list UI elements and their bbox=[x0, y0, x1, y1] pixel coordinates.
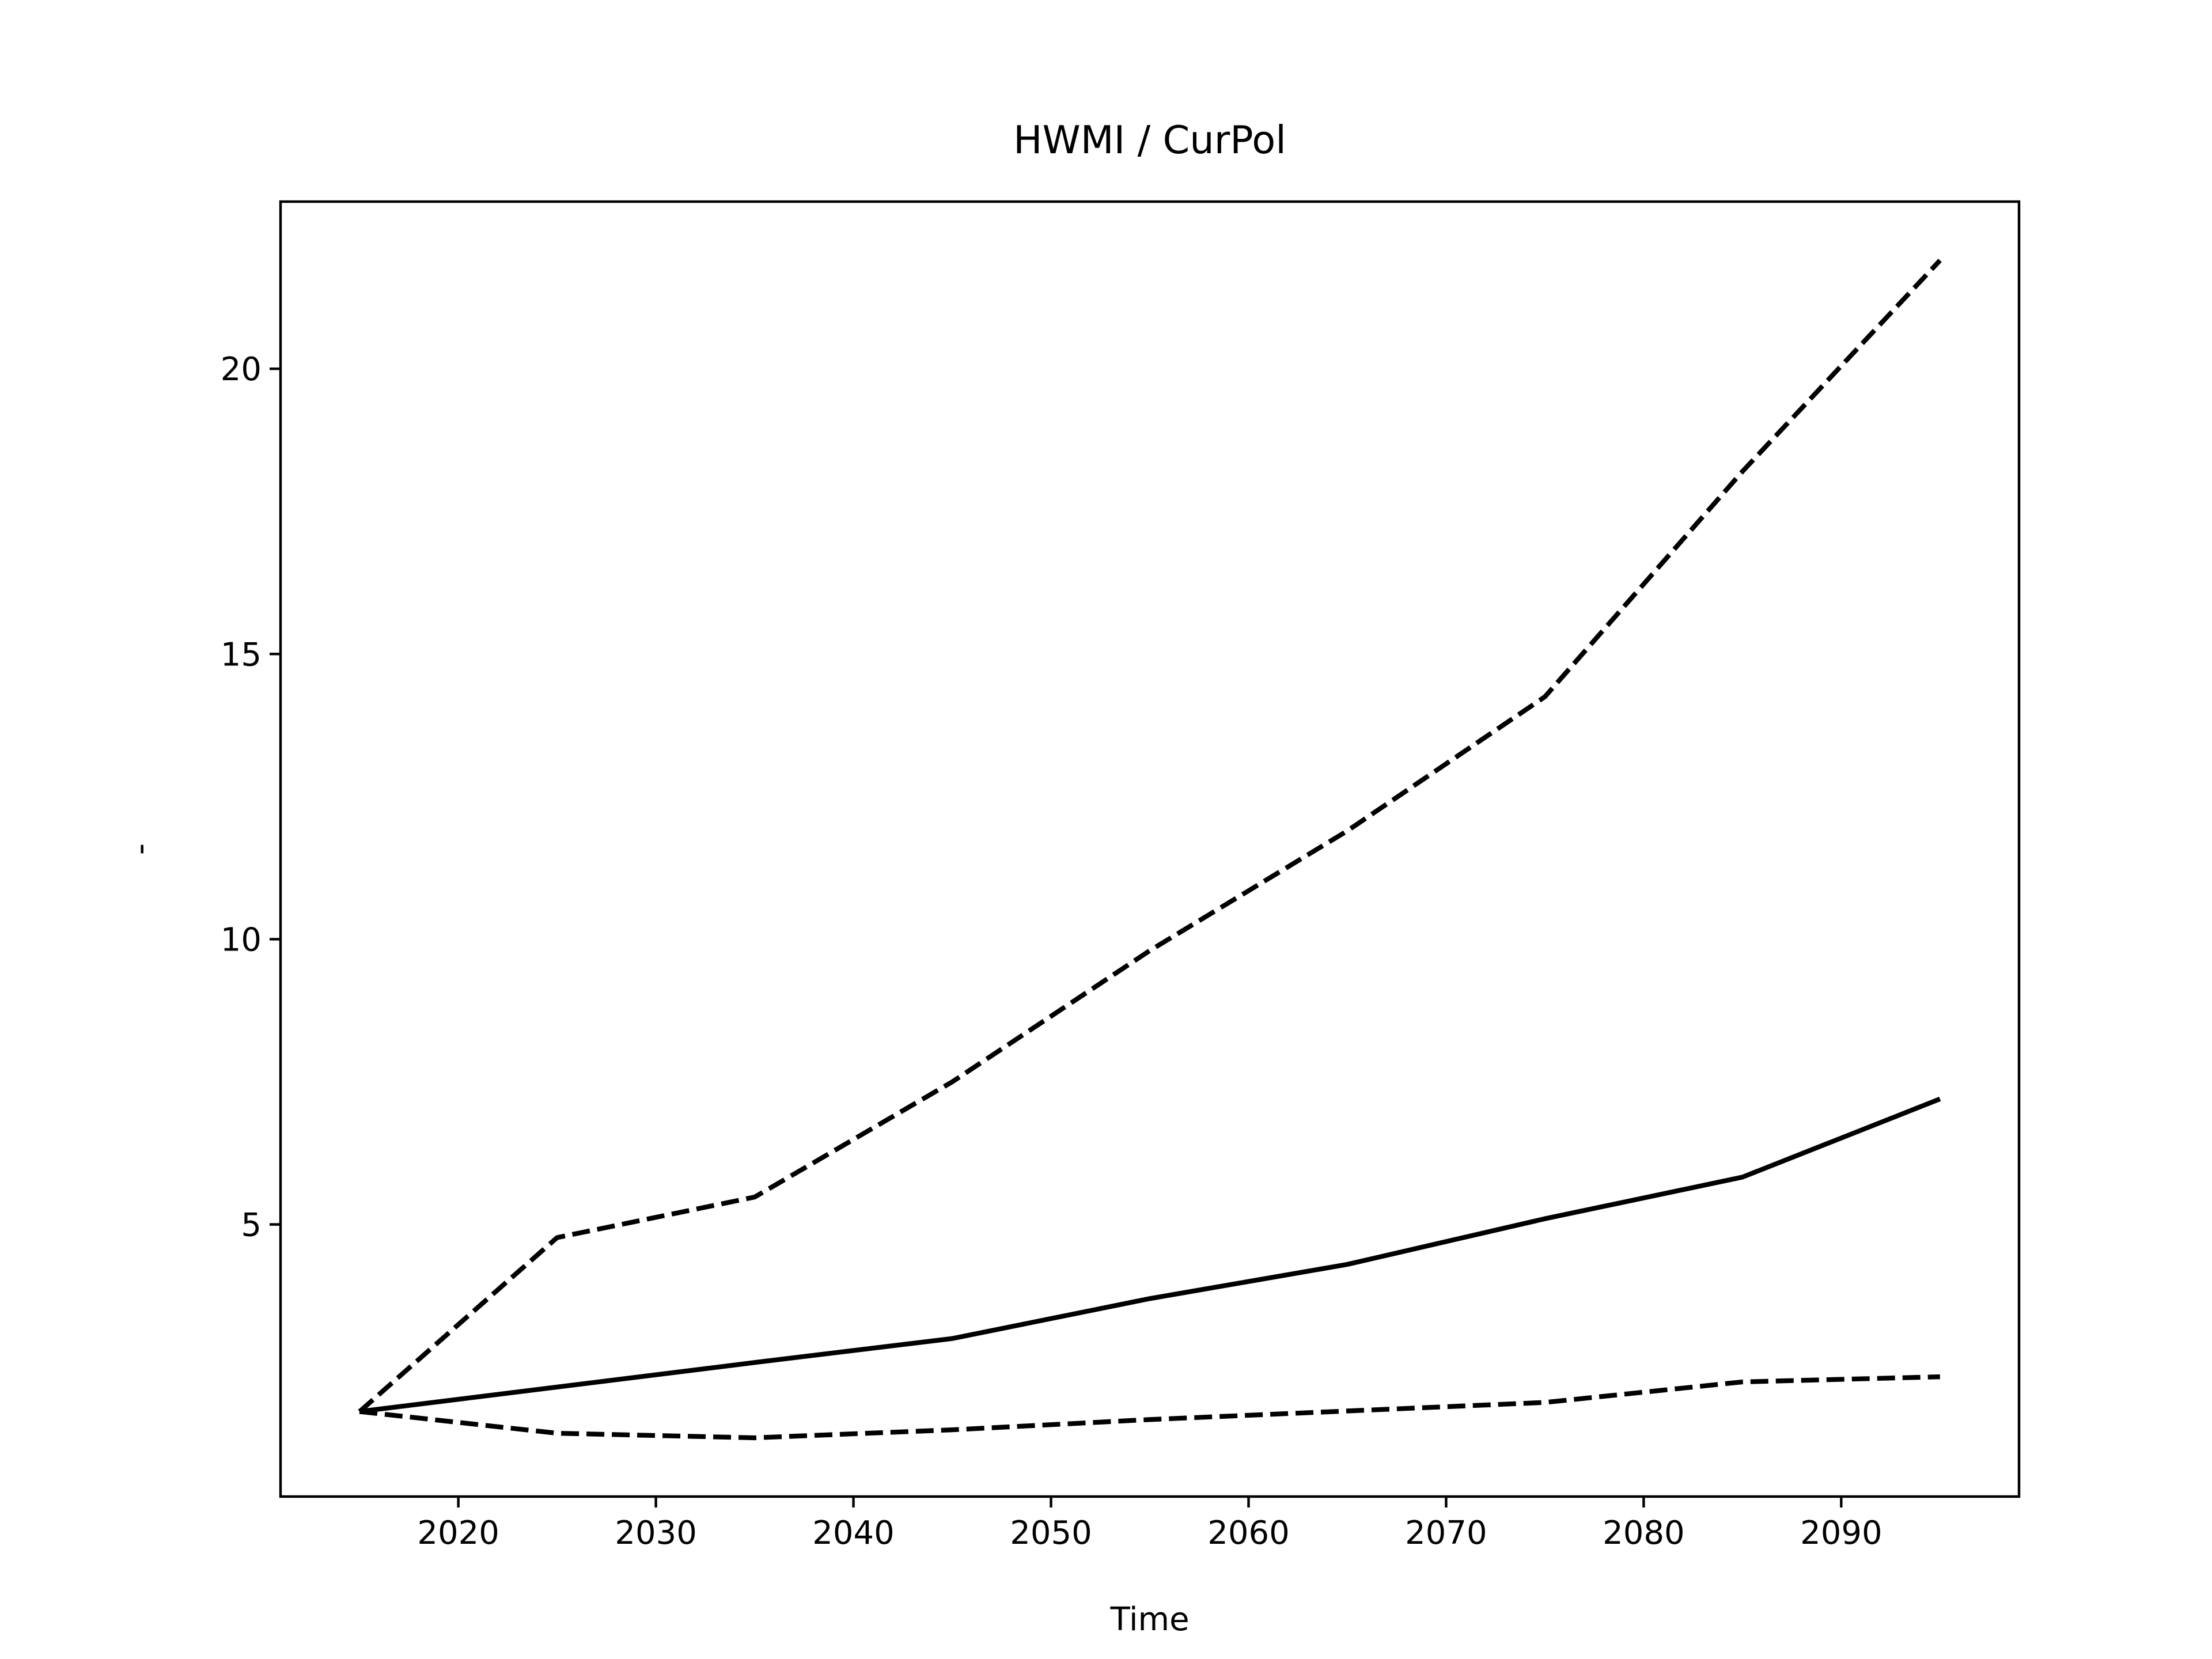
x-tick-label: 2060 bbox=[1207, 1514, 1290, 1552]
x-axis-label: Time bbox=[1109, 1601, 1189, 1638]
x-tick-label: 2030 bbox=[615, 1514, 697, 1552]
data-line bbox=[359, 1374, 1940, 1441]
x-tick-label: 2040 bbox=[812, 1514, 895, 1552]
y-tick-label: 20 bbox=[221, 351, 262, 388]
y-tick-label: 5 bbox=[241, 1207, 262, 1244]
y-axis-label: - bbox=[122, 843, 159, 855]
data-line bbox=[358, 259, 1942, 1414]
data-line bbox=[359, 1096, 1941, 1414]
y-tick-label: 10 bbox=[221, 921, 262, 959]
x-tick-label: 2020 bbox=[417, 1514, 499, 1552]
x-tick-label: 2050 bbox=[1010, 1514, 1092, 1552]
y-tick-label: 15 bbox=[221, 636, 262, 673]
plot-frame bbox=[279, 200, 2021, 1498]
x-tick-label: 2090 bbox=[1800, 1514, 1883, 1552]
chart-title: HWMI / CurPol bbox=[1013, 118, 1286, 162]
x-tick-label: 2080 bbox=[1603, 1514, 1685, 1552]
x-tick-label: 2070 bbox=[1405, 1514, 1487, 1552]
